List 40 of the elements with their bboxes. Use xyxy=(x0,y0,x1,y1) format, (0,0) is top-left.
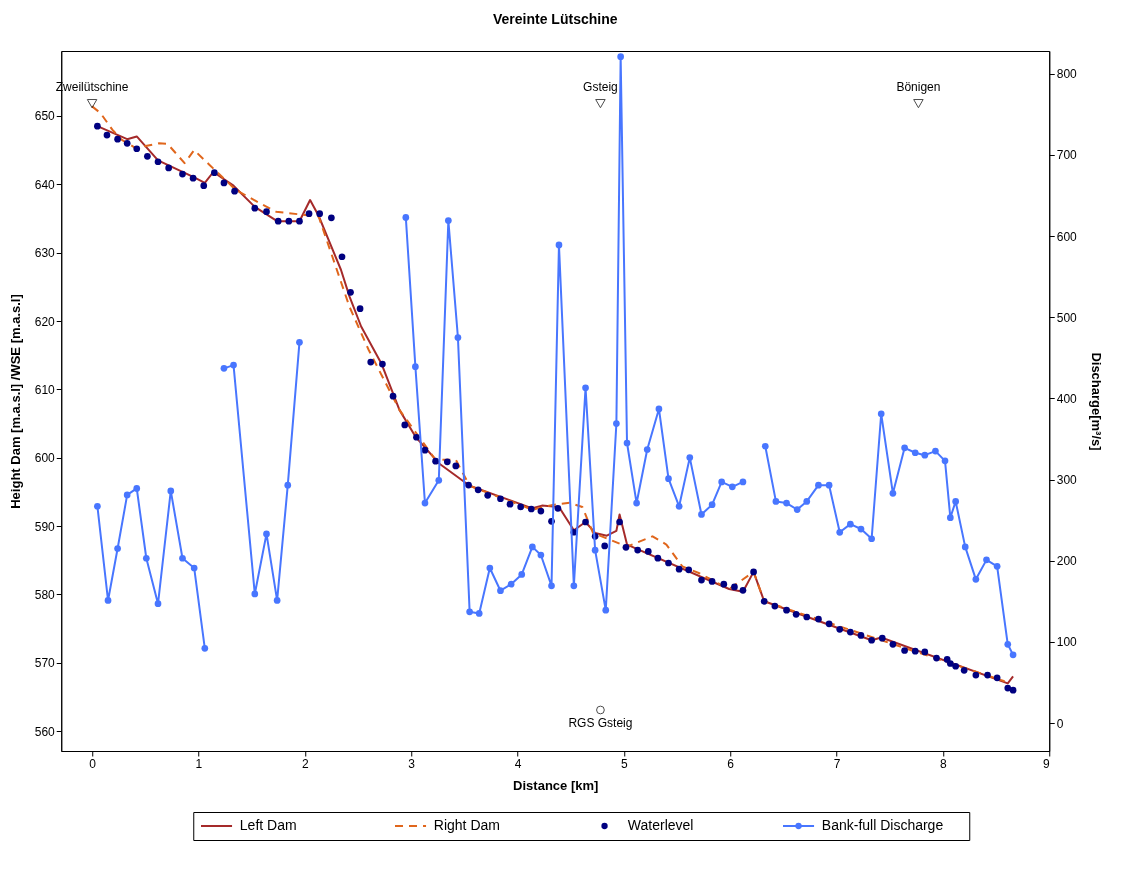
x-tick-label: 5 xyxy=(620,756,628,771)
y2-tick-label: 500 xyxy=(1056,310,1078,325)
x-tick-label: 0 xyxy=(89,756,97,771)
x-tick-label: 7 xyxy=(833,756,841,771)
y2-tick-label: 700 xyxy=(1056,148,1078,163)
legend-label: Left Dam xyxy=(239,817,297,833)
y2-tick-label: 300 xyxy=(1056,473,1078,488)
legend-label: Waterlevel xyxy=(627,817,694,833)
y-tick-label: 630 xyxy=(34,246,56,261)
x-tick-label: 2 xyxy=(301,756,309,771)
y-tick-label: 610 xyxy=(34,382,56,397)
y-tick-label: 580 xyxy=(34,587,56,602)
annotation: Bönigen xyxy=(896,79,941,94)
x-axis-title: Distance [km] xyxy=(513,777,599,793)
y2-tick-label: 0 xyxy=(1056,716,1064,731)
y-axis-title: Height Dam [m.a.s.l] /WSE [m.a.s.l] xyxy=(7,294,23,509)
annotation: RGS Gsteig xyxy=(568,715,633,730)
y-tick-label: 590 xyxy=(34,519,56,534)
y-tick-label: 650 xyxy=(34,109,56,124)
y2-tick-label: 800 xyxy=(1056,67,1078,82)
y-tick-label: 640 xyxy=(34,177,56,192)
legend-label: Bank-full Discharge xyxy=(821,817,944,833)
y2-tick-label: 600 xyxy=(1056,229,1078,244)
y-tick-label: 560 xyxy=(34,724,56,739)
annotation: Gsteig xyxy=(583,79,618,94)
x-tick-label: 3 xyxy=(408,756,416,771)
y2-tick-label: 200 xyxy=(1056,554,1078,569)
y-tick-label: 600 xyxy=(34,451,56,466)
x-tick-label: 9 xyxy=(1043,756,1051,771)
x-tick-label: 1 xyxy=(195,756,203,771)
x-tick-label: 6 xyxy=(727,756,735,771)
y2-tick-label: 100 xyxy=(1056,635,1078,650)
legend-label: Right Dam xyxy=(433,817,500,833)
y-tick-label: 570 xyxy=(34,656,56,671)
y2-axis-title: Discharge[m³/s] xyxy=(1088,352,1104,451)
x-tick-label: 8 xyxy=(940,756,948,771)
chart-title: Vereinte Lütschine xyxy=(493,10,618,27)
y2-tick-label: 400 xyxy=(1056,391,1078,406)
y-tick-label: 620 xyxy=(34,314,56,329)
x-tick-label: 4 xyxy=(514,756,522,771)
